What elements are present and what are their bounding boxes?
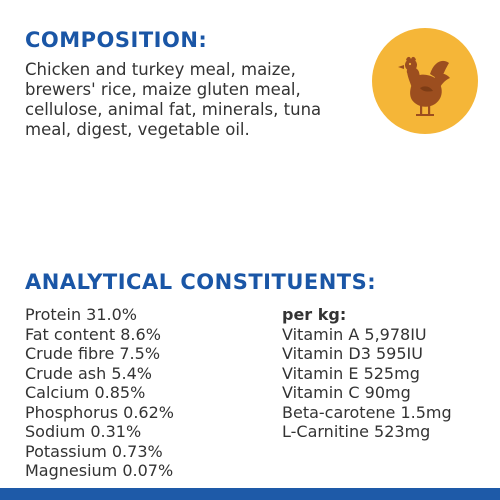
- analytical-heading: ANALYTICAL CONSTITUENTS:: [25, 270, 377, 294]
- list-item: Vitamin A 5,978IU: [282, 324, 427, 344]
- chicken-icon: [398, 56, 450, 116]
- per-kg-header: per kg:: [282, 305, 347, 324]
- list-item: Vitamin D3 595IU: [282, 344, 423, 363]
- list-item: Potassium 0.73%: [25, 441, 163, 461]
- bottom-bar: [0, 488, 500, 500]
- list-item: Fat content 8.6%: [25, 324, 161, 344]
- composition-text: Chicken and turkey meal, maize, brewers'…: [25, 60, 355, 140]
- composition-line: brewers' rice, maize gluten meal,: [25, 80, 301, 99]
- list-item: Crude fibre 7.5%: [25, 344, 161, 363]
- vitamins-list: per kg: Vitamin A 5,978IU Vitamin D3 595…: [282, 305, 452, 442]
- chicken-badge: [372, 28, 478, 134]
- list-item: Calcium 0.85%: [25, 383, 146, 402]
- list-item: Crude ash 5.4%: [25, 363, 152, 383]
- composition-line: Chicken and turkey meal, maize,: [25, 60, 296, 79]
- list-item: Protein 31.0%: [25, 305, 137, 324]
- list-item: Beta-carotene 1.5mg: [282, 402, 452, 422]
- composition-heading: COMPOSITION:: [25, 28, 208, 52]
- list-item: Phosphorus 0.62%: [25, 402, 174, 422]
- list-item: Magnesium 0.07%: [25, 461, 174, 480]
- list-item: Vitamin E 525mg: [282, 363, 420, 383]
- list-item: L-Carnitine 523mg: [282, 422, 431, 441]
- constituents-list: Protein 31.0% Fat content 8.6% Crude fib…: [25, 305, 174, 481]
- list-item: Vitamin C 90mg: [282, 383, 411, 402]
- composition-line: cellulose, animal fat, minerals, tuna: [25, 100, 322, 119]
- composition-line: meal, digest, vegetable oil.: [25, 120, 250, 139]
- list-item: Sodium 0.31%: [25, 422, 142, 441]
